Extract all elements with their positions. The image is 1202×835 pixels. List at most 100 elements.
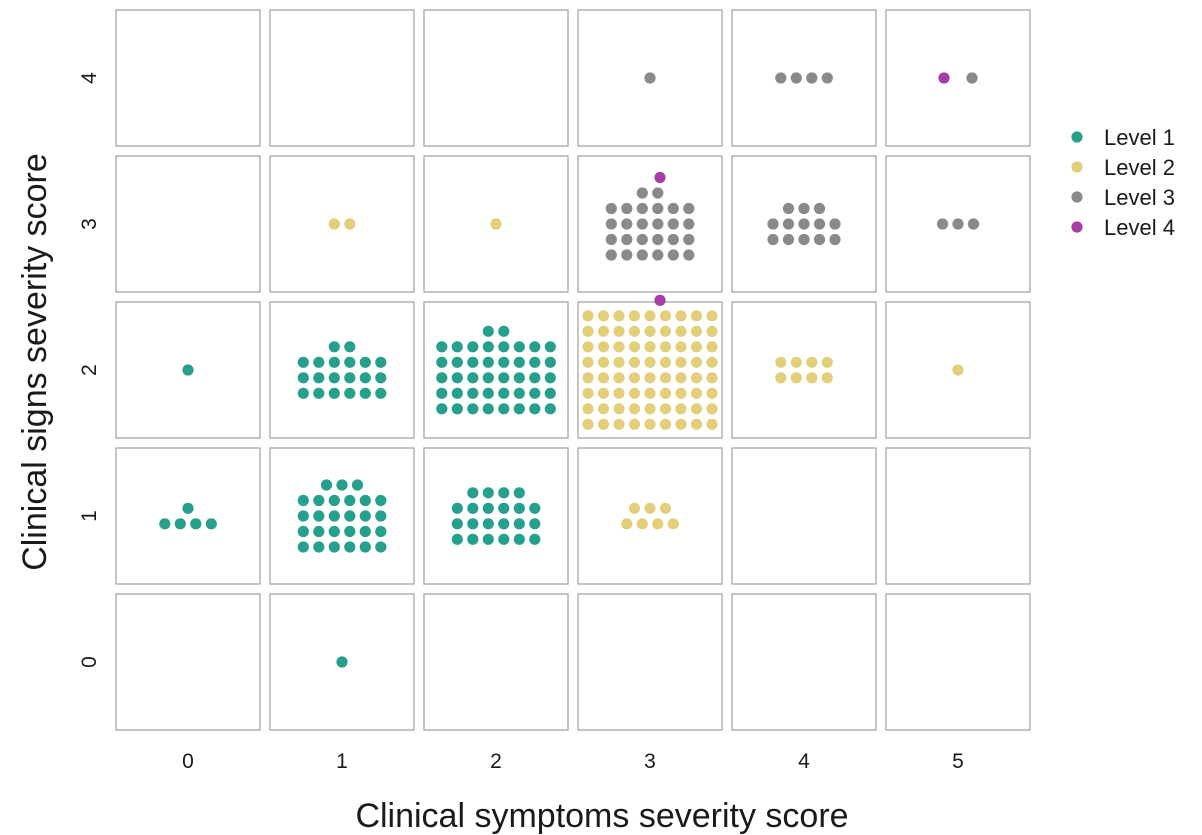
data-point bbox=[706, 403, 718, 415]
data-point bbox=[675, 310, 687, 322]
data-point bbox=[597, 418, 610, 430]
panel-x2-y1 bbox=[423, 447, 569, 585]
data-point bbox=[513, 518, 525, 530]
data-point bbox=[467, 387, 479, 399]
data-point bbox=[790, 372, 802, 384]
data-point bbox=[513, 533, 525, 545]
data-point bbox=[597, 310, 610, 322]
data-point bbox=[706, 325, 718, 337]
x-tick-label: 1 bbox=[336, 750, 348, 773]
panel-x0-y1 bbox=[115, 447, 261, 585]
data-point bbox=[513, 403, 525, 415]
data-point bbox=[467, 518, 479, 530]
data-point bbox=[359, 387, 371, 399]
data-point bbox=[544, 356, 556, 368]
data-point bbox=[706, 372, 718, 384]
panel-x5-y0 bbox=[885, 593, 1031, 731]
panel-x2-y2 bbox=[423, 301, 569, 439]
data-point bbox=[628, 372, 641, 384]
data-point bbox=[467, 403, 479, 415]
data-point bbox=[628, 325, 641, 337]
data-point bbox=[613, 387, 625, 399]
data-point bbox=[790, 72, 802, 84]
data-point bbox=[467, 356, 479, 368]
data-point bbox=[498, 372, 510, 384]
data-point bbox=[659, 356, 672, 368]
data-point bbox=[328, 356, 340, 368]
data-point bbox=[544, 403, 556, 415]
data-point bbox=[313, 356, 325, 368]
data-point bbox=[490, 218, 502, 230]
data-point bbox=[659, 502, 672, 514]
data-point bbox=[829, 233, 841, 246]
data-point bbox=[636, 202, 648, 215]
data-point bbox=[690, 403, 703, 415]
y-tick-label: 1 bbox=[78, 510, 101, 522]
data-point bbox=[344, 356, 356, 368]
data-point bbox=[375, 541, 387, 553]
data-point bbox=[952, 218, 964, 230]
y-tick-label: 4 bbox=[78, 72, 101, 84]
data-point bbox=[498, 487, 510, 499]
data-point bbox=[636, 187, 648, 199]
data-point bbox=[297, 372, 309, 384]
data-point bbox=[482, 487, 494, 499]
data-point bbox=[359, 356, 371, 368]
data-point bbox=[652, 218, 664, 230]
data-point bbox=[667, 518, 679, 530]
data-point bbox=[659, 418, 672, 430]
data-point bbox=[313, 387, 325, 399]
data-point bbox=[967, 218, 980, 230]
data-point bbox=[690, 387, 703, 399]
data-point bbox=[328, 218, 340, 230]
data-point bbox=[675, 356, 687, 368]
data-point bbox=[782, 202, 795, 215]
data-point bbox=[529, 403, 541, 415]
data-point bbox=[529, 341, 541, 353]
data-point bbox=[952, 364, 964, 376]
x-tick-label: 0 bbox=[182, 750, 194, 773]
data-point bbox=[328, 387, 340, 399]
data-point bbox=[582, 403, 594, 415]
data-point bbox=[659, 341, 672, 353]
legend-swatch bbox=[1071, 131, 1083, 143]
data-point bbox=[529, 387, 541, 399]
legend-swatch bbox=[1071, 191, 1083, 203]
data-point bbox=[597, 356, 610, 368]
data-point bbox=[328, 525, 340, 538]
data-point bbox=[798, 218, 810, 230]
data-point bbox=[597, 341, 610, 353]
data-point bbox=[621, 202, 633, 215]
data-point bbox=[451, 518, 463, 530]
data-point bbox=[159, 518, 171, 530]
panel-x0-y4 bbox=[115, 9, 261, 147]
data-point bbox=[482, 356, 494, 368]
data-point bbox=[659, 325, 672, 337]
data-point bbox=[182, 364, 194, 376]
data-point bbox=[529, 533, 541, 545]
data-point bbox=[628, 418, 641, 430]
data-point bbox=[313, 510, 325, 522]
data-point bbox=[359, 525, 371, 538]
data-point bbox=[328, 494, 340, 507]
data-point bbox=[328, 541, 340, 553]
data-point bbox=[675, 403, 687, 415]
data-point bbox=[529, 356, 541, 368]
data-point bbox=[451, 356, 463, 368]
y-tick-label: 2 bbox=[78, 364, 101, 376]
data-point bbox=[821, 72, 833, 84]
data-point bbox=[336, 656, 348, 668]
data-point bbox=[451, 387, 463, 399]
data-point bbox=[451, 533, 463, 545]
data-point bbox=[582, 418, 594, 430]
data-point bbox=[667, 218, 679, 230]
data-point bbox=[706, 341, 718, 353]
data-point bbox=[597, 387, 610, 399]
data-point bbox=[205, 518, 217, 530]
data-point bbox=[529, 502, 541, 514]
data-point bbox=[582, 310, 594, 322]
data-point bbox=[628, 502, 641, 514]
data-point bbox=[652, 187, 664, 199]
data-point bbox=[706, 387, 718, 399]
data-point bbox=[644, 387, 656, 399]
